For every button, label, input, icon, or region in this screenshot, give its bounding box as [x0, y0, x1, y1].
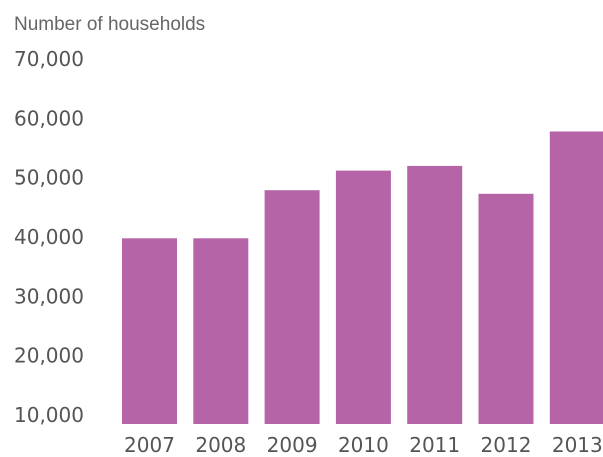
y-tick-label: 60,000	[14, 106, 84, 130]
x-tick-labels: 2007 2008 2009 2010 2011 2012 2013	[124, 433, 603, 457]
y-tick-label: 20,000	[14, 344, 84, 368]
bar-2012	[478, 193, 534, 424]
y-tick-label: 70,000	[14, 47, 84, 71]
y-tick-label: 50,000	[14, 166, 84, 190]
x-tick-label: 2007	[124, 433, 175, 457]
y-tick-labels: 10,000 20,000 30,000 40,000 50,000 60,000 70,0…	[14, 47, 84, 427]
x-tick-label: 2013	[552, 433, 603, 457]
y-axis-title: Number of households	[14, 14, 205, 35]
y-tick-label: 10,000	[14, 403, 84, 427]
bar-2008	[193, 238, 249, 424]
x-tick-label: 2011	[409, 433, 460, 457]
x-tick-label: 2012	[481, 433, 532, 457]
bar-2011	[407, 165, 463, 424]
x-tick-label: 2008	[195, 433, 246, 457]
bars	[122, 131, 603, 424]
bar-2013	[549, 131, 603, 424]
y-tick-label: 30,000	[14, 284, 84, 308]
y-tick-label: 40,000	[14, 225, 84, 249]
x-tick-label: 2009	[267, 433, 318, 457]
bar-2010	[335, 170, 391, 424]
bar-2009	[264, 190, 320, 424]
x-tick-label: 2010	[338, 433, 389, 457]
bar-2007	[122, 238, 177, 424]
